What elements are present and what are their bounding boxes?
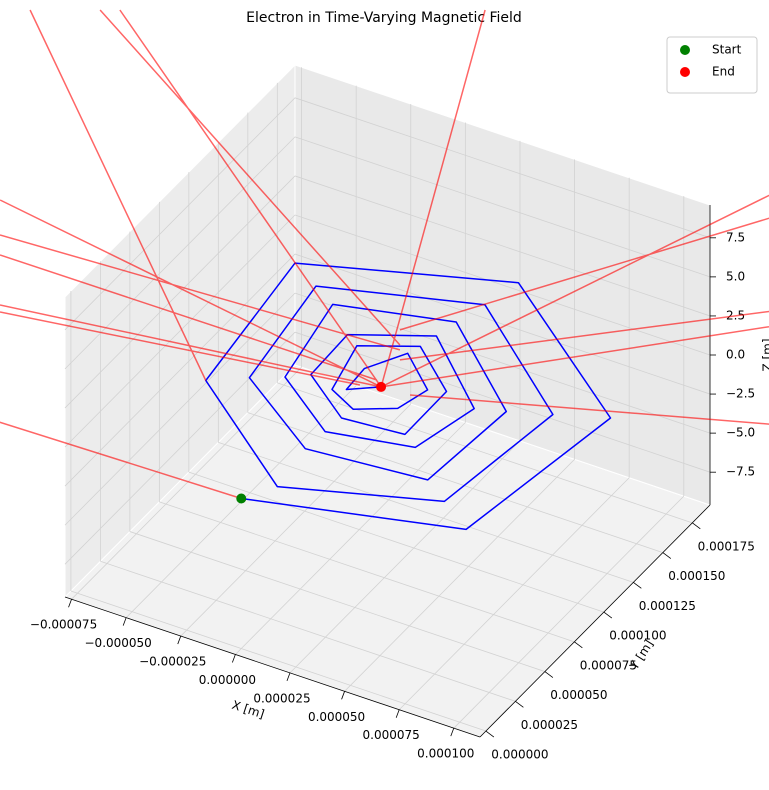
grid-line (453, 495, 685, 729)
grid-line (188, 471, 604, 613)
y-tick-label: 0.000150 (668, 569, 725, 583)
y-tick-label: 0.000175 (698, 539, 755, 553)
grid-line (277, 382, 693, 524)
trajectory-line (205, 262, 612, 531)
y-tick-label: 0.000100 (609, 629, 666, 643)
y-tick (692, 522, 701, 530)
grid-line (71, 366, 302, 600)
grid-line (64, 214, 296, 448)
z-tick-label: −2.5 (726, 387, 755, 401)
grid-line (294, 136, 711, 278)
x-tick-label: −0.000075 (30, 618, 97, 632)
grid-line (235, 422, 466, 655)
y-tick (603, 611, 613, 619)
z-axis-label: Z [m] (761, 338, 769, 371)
y-tick-label: 0.000125 (639, 599, 696, 613)
x-tick (450, 728, 455, 737)
x-tick-label: 0.000025 (253, 691, 310, 705)
x-tick-label: 0.000050 (308, 710, 365, 724)
y-tick (544, 671, 554, 678)
grid-line (64, 253, 296, 487)
y-tick (633, 582, 642, 589)
grid-line (344, 459, 575, 692)
grid-line (64, 175, 296, 409)
grid-line (247, 412, 663, 553)
grid-line (64, 136, 296, 370)
grid-line (294, 253, 711, 395)
y-tick-label: 0.000025 (521, 718, 578, 732)
x-tick (286, 672, 291, 682)
legend-marker (680, 67, 690, 77)
y-tick-label: 0.000075 (580, 658, 637, 672)
x-tick (395, 709, 400, 718)
grid-line (64, 97, 296, 331)
z-tick-label: 7.5 (726, 230, 745, 244)
grid-line (294, 97, 711, 239)
point-marker (376, 381, 387, 392)
legend-label: End (712, 65, 735, 79)
grid-line (180, 403, 412, 637)
trajectory-line (0, 9, 769, 500)
axis-line (479, 504, 711, 738)
grid-line (398, 477, 630, 711)
grid-line (64, 331, 296, 565)
x-tick (122, 617, 127, 626)
y-tick (515, 700, 524, 708)
x-tick (177, 635, 182, 645)
x-tick (231, 654, 236, 663)
grid-line (64, 292, 296, 526)
z-tick-label: 0.0 (726, 348, 745, 362)
y-tick (574, 641, 583, 649)
grid-line (218, 441, 634, 583)
legend-label: Start (712, 43, 742, 57)
x-tick (68, 599, 72, 608)
axis-line (64, 596, 481, 738)
x-tick-label: 0.000075 (363, 728, 420, 742)
z-tick-label: 5.0 (726, 269, 745, 283)
grid-line (294, 214, 711, 356)
z-tick-label: −7.5 (726, 465, 755, 479)
y-tick-label: 0.000000 (491, 748, 548, 762)
x-tick (341, 691, 345, 700)
y-tick (485, 730, 495, 738)
y-tick-label: 0.000050 (550, 688, 607, 702)
grid-line (294, 292, 711, 434)
point-marker (236, 493, 247, 504)
x-tick-label: 0.000000 (199, 673, 256, 687)
z-tick-label: −5.0 (726, 426, 755, 440)
grid-line (289, 440, 521, 674)
grid-line (294, 175, 711, 317)
grid-line (70, 590, 487, 732)
legend-marker (680, 45, 690, 55)
grid-line (129, 531, 545, 672)
y-tick (662, 552, 672, 559)
x-tick-label: −0.000025 (139, 655, 206, 669)
chart-title: Electron in Time-Varying Magnetic Field (246, 10, 522, 26)
grid-line (159, 501, 575, 643)
x-tick-label: −0.000050 (85, 636, 152, 650)
x-tick-label: 0.000100 (417, 747, 474, 761)
grid-line (100, 560, 516, 702)
